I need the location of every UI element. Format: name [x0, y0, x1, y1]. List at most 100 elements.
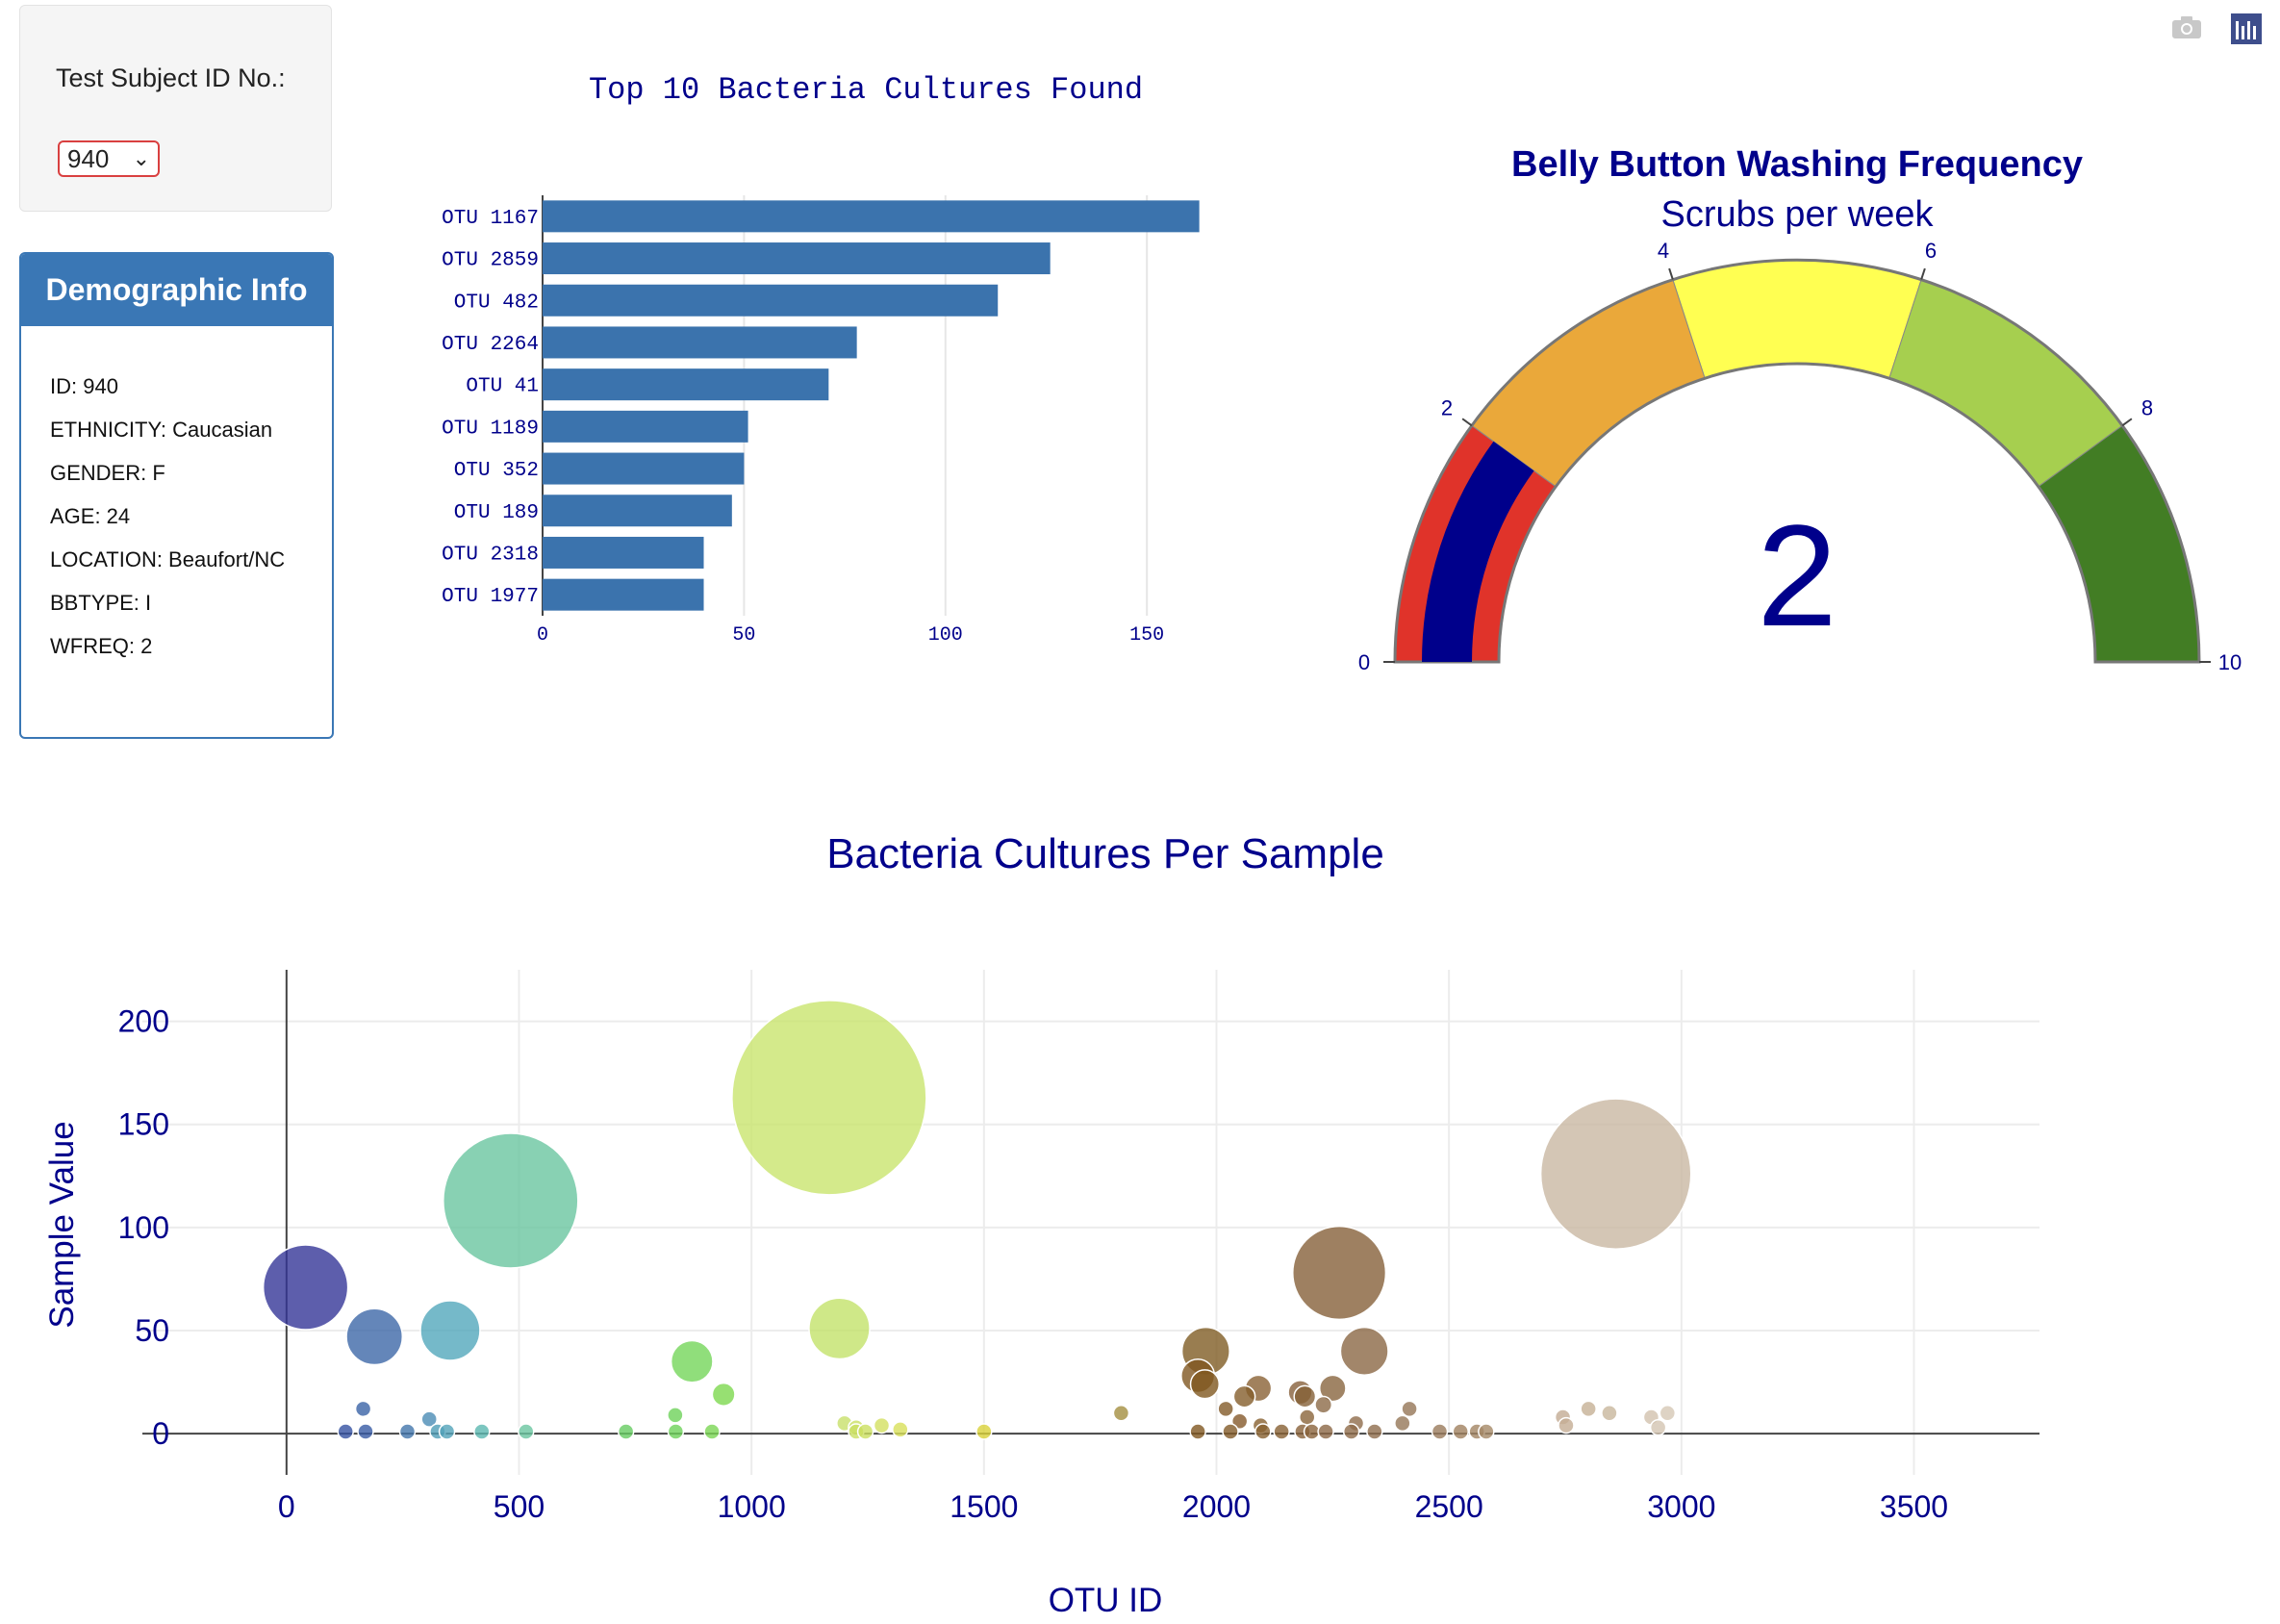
bubble-x-tick-label: 1000 — [718, 1489, 786, 1524]
bubble-point — [1580, 1400, 1597, 1418]
bubble-point — [1217, 1400, 1234, 1418]
bubble-point — [670, 1339, 714, 1383]
bubble-point — [703, 1423, 721, 1440]
bar-category-label: OTU 1167 — [442, 208, 539, 230]
bubble-point — [711, 1382, 736, 1407]
bubble-point — [1254, 1423, 1272, 1440]
bar — [543, 536, 704, 569]
bubble-point — [1318, 1374, 1347, 1403]
bar-x-tick-label: 0 — [537, 624, 548, 647]
bar-chart-title: Top 10 Bacteria Cultures Found — [589, 72, 1143, 108]
bar-x-tick-label: 100 — [928, 624, 963, 647]
bubble-point — [1232, 1384, 1256, 1408]
bar-category-label: OTU 1189 — [442, 418, 539, 440]
bubble-point — [1299, 1408, 1316, 1426]
bubble-chart-title: Bacteria Cultures Per Sample — [826, 830, 1384, 877]
bar-category-label: OTU 482 — [454, 292, 539, 314]
bubble-point — [357, 1423, 374, 1440]
gauge-tick-label: 8 — [2141, 395, 2153, 419]
bar-category-label: OTU 41 — [466, 376, 539, 398]
bubble-y-axis-label: Sample Value — [43, 1121, 81, 1328]
bubble-point — [518, 1423, 535, 1440]
camera-icon[interactable] — [2170, 13, 2203, 45]
bubble-point — [1317, 1423, 1334, 1440]
bubble-x-tick-label: 2000 — [1182, 1489, 1251, 1524]
gauge-tick — [1668, 267, 1674, 280]
bubble-x-tick-label: 1500 — [950, 1489, 1018, 1524]
bubble-point — [419, 1300, 481, 1361]
bubble-x-tick-label: 0 — [278, 1489, 295, 1524]
bubble-point — [1401, 1400, 1418, 1418]
demographic-item-bbtype: BBTYPE: I — [50, 591, 152, 615]
subject-id-selected: 940 — [67, 143, 110, 173]
plotly-logo-icon[interactable] — [2231, 13, 2262, 49]
bubble-point — [856, 1423, 874, 1440]
gauge-tick — [1920, 267, 1926, 280]
bubble-point — [667, 1407, 684, 1424]
bubble-y-tick-label: 0 — [152, 1416, 169, 1451]
bubble-point — [420, 1410, 438, 1428]
bubble-y-tick-label: 150 — [118, 1107, 169, 1142]
bubble-point — [1303, 1423, 1321, 1440]
bar — [543, 368, 829, 401]
bubble-point — [1366, 1423, 1383, 1440]
bacteria-bubble-chart: Bacteria Cultures Per Sample 0 500 1000 150… — [43, 830, 2039, 1619]
bubble-point — [808, 1297, 871, 1360]
bubble-point — [1230, 1412, 1249, 1431]
demographic-item-wfreq: WFREQ: 2 — [50, 634, 153, 658]
gauge-tick-label: 2 — [1441, 395, 1453, 419]
bar — [543, 242, 1051, 275]
gauge-step — [1672, 259, 1922, 379]
bubble-point — [1292, 1225, 1387, 1321]
bubble-point — [617, 1423, 635, 1440]
demographic-info-panel: Demographic Info ID: 940 ETHNICITY: Cauc… — [19, 252, 334, 739]
gauge-value-bar — [1422, 441, 1534, 662]
subject-selector-panel: Test Subject ID No.: 940 ⌄ — [19, 5, 332, 212]
bubble-x-axis-label: OTU ID — [1049, 1582, 1163, 1619]
bar-x-tick-label: 150 — [1129, 624, 1164, 647]
bar — [543, 326, 857, 359]
bar-category-label: OTU 352 — [454, 460, 539, 482]
gauge-tick-label: 6 — [1925, 239, 1937, 263]
bubble-point — [1293, 1384, 1317, 1408]
bubble-point — [1189, 1423, 1206, 1440]
demographic-info-title: Demographic Info — [21, 254, 332, 326]
gauge-title: Belly Button Washing Frequency — [1511, 144, 2083, 185]
bubble-point — [262, 1244, 349, 1331]
bar-x-tick-label: 50 — [732, 624, 755, 647]
bubble-x-tick-label: 3000 — [1647, 1489, 1715, 1524]
demographic-info-list: ID: 940 ETHNICITY: Caucasian GENDER: F A… — [50, 374, 310, 677]
bubble-point — [731, 1000, 927, 1196]
bubble-y-tick-label: 50 — [135, 1313, 169, 1348]
gauge-subtitle: Scrubs per week — [1660, 194, 1934, 235]
bubble-y-tick-label: 200 — [118, 1004, 169, 1039]
bubble-x-tick-label: 3500 — [1880, 1489, 1948, 1524]
bar — [543, 578, 704, 611]
bubble-point — [1601, 1404, 1618, 1422]
demographic-item-age: AGE: 24 — [50, 504, 131, 528]
bar-category-label: OTU 2859 — [442, 250, 539, 272]
bar-category-label: OTU 189 — [454, 502, 539, 524]
bubble-y-tick-label: 100 — [118, 1210, 169, 1245]
demographic-item-location: LOCATION: Beaufort/NC — [50, 547, 286, 571]
bubble-point — [1478, 1423, 1495, 1440]
bubble-x-tick-label: 2500 — [1415, 1489, 1483, 1524]
demographic-item-ethnicity: ETHNICITY: Caucasian — [50, 418, 273, 442]
gauge-outline — [1393, 258, 2201, 664]
bar — [543, 200, 1200, 233]
gauge-tick-label: 10 — [2218, 650, 2242, 674]
bubble-x-tick-label: 500 — [494, 1489, 545, 1524]
bubble-point — [1314, 1395, 1333, 1414]
gauge-value: 2 — [1757, 495, 1837, 656]
bar — [543, 410, 748, 443]
subject-id-dropdown[interactable]: 940 ⌄ — [58, 140, 160, 177]
bubble-point — [892, 1421, 909, 1438]
bar-category-label: OTU 2264 — [442, 334, 539, 356]
bubble-point — [1222, 1423, 1239, 1440]
bubble-point — [1273, 1423, 1290, 1440]
demographic-item-id: ID: 940 — [50, 374, 118, 398]
demographic-item-gender: GENDER: F — [50, 461, 165, 485]
subject-selector-label: Test Subject ID No.: — [56, 63, 286, 92]
bubble-point — [1558, 1416, 1575, 1434]
bubble-point — [667, 1423, 685, 1440]
